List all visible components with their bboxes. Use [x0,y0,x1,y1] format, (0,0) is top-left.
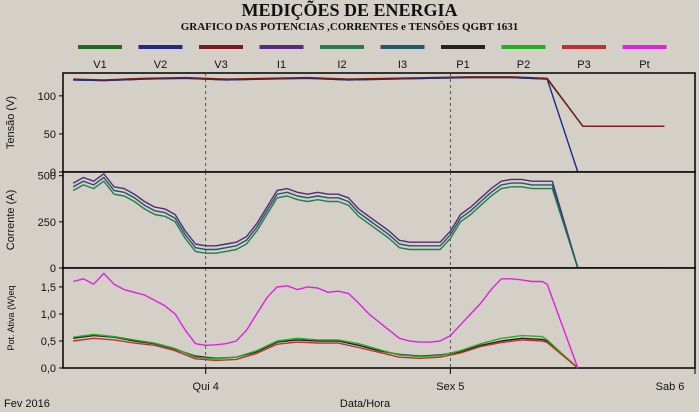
panel-1-frame [62,171,696,269]
legend-label-i1: I1 [277,59,286,71]
panel-1-ytick-label-1: 250 [38,217,56,229]
legend-label-pt: Pt [639,59,649,71]
panel-0-ytick-label-2: 0 [50,167,56,179]
series-p3 [73,337,579,369]
panel-1-ylabel: Corrente (A) [5,190,17,251]
legend-swatch-v3 [199,45,243,49]
panel-0-ytick-label-1: 50 [44,129,56,141]
legend-swatch-i2 [320,45,364,49]
panel-2-ytick-label-1: 1,0 [41,309,56,321]
legend-swatch-p2 [501,45,546,49]
xtick-label-1: Sex 5 [436,381,464,393]
series-i3 [72,176,665,269]
panel-2-ytick-label-0: 1,5 [41,282,56,294]
legend-swatch-pt [622,45,667,49]
legend-label-p1: P1 [456,59,469,71]
legend-swatch-p1 [441,45,485,49]
legend-label-i3: I3 [398,59,407,71]
panel-0-ytick-label-0: 100 [38,91,56,103]
series-p2 [73,333,579,369]
panel-0-ylabel: Tensão (V) [5,96,17,149]
legend-label-p2: P2 [517,59,530,71]
legend-swatch-i1 [259,45,304,49]
legend-swatch-p3 [562,45,606,49]
chart-title: MEDIÇÕES DE ENERGIA [241,0,458,20]
legend-label-v1: V1 [93,59,106,71]
series-i2 [72,180,665,269]
x-corner-label: Fev 2016 [4,398,50,410]
chart-subtitle: GRAFICO DAS POTENCIAS ,CORRENTES e TENSÕ… [180,21,519,33]
panel-2-ytick-label-3: 0,0 [41,363,56,375]
panel-0-frame [62,72,696,173]
series-v2 [73,76,579,173]
panel-1-ytick-label-2: 0 [50,263,56,275]
legend-label-v3: V3 [214,59,227,71]
legend-swatch-i3 [380,45,425,49]
legend-label-v2: V2 [154,59,167,71]
series-pt [73,272,579,369]
panel-2-ylabel: Pot. Ativa (W)eq [6,285,16,350]
x-axis-label: Data/Hora [340,398,391,410]
legend-label-i2: I2 [337,59,346,71]
panel-2-ytick-label-2: 0,5 [41,336,56,348]
series-v3 [73,76,665,127]
panel-1-ytick-label-0: 500 [38,171,56,183]
legend-swatch-v2 [138,45,183,49]
series-i1 [72,173,665,269]
legend-label-p3: P3 [577,59,590,71]
legend-swatch-v1 [78,45,122,49]
xtick-label-2: Sab 6 [656,381,685,393]
xtick-label-0: Qui 4 [193,381,219,393]
